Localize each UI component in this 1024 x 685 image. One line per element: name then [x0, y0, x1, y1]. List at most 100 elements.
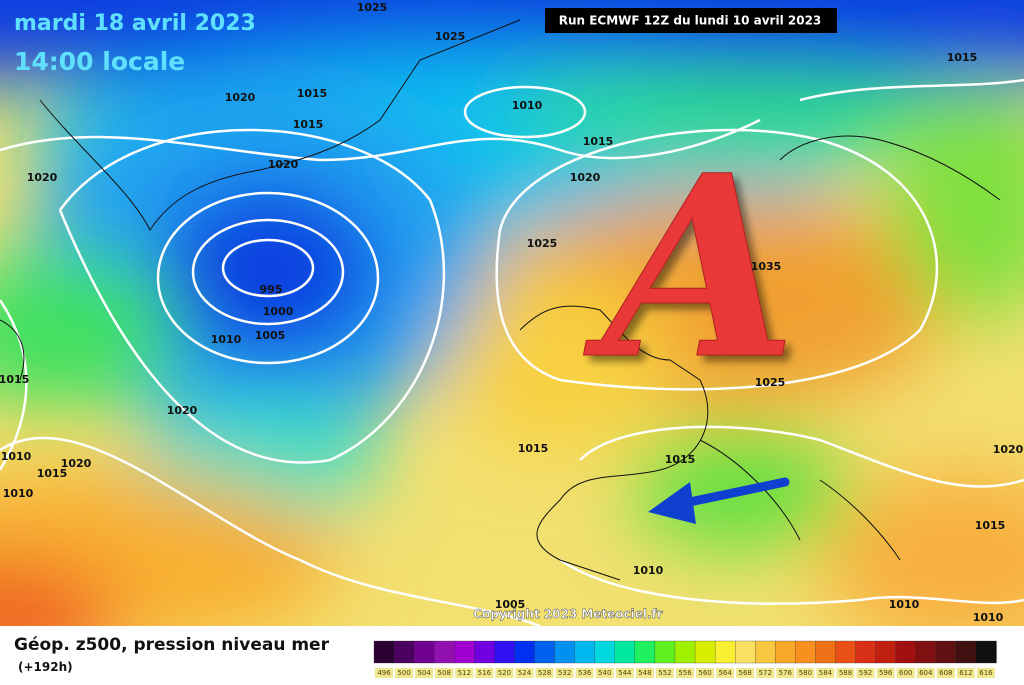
colorbar-label: 500 — [397, 669, 410, 677]
colorbar-label-bg — [415, 668, 434, 678]
isobar-label: 1015 — [293, 118, 324, 131]
colorbar-label: 564 — [718, 669, 732, 677]
colorbar-swatch — [935, 640, 957, 664]
colorbar-swatch — [574, 640, 596, 664]
isobar-label: 1015 — [583, 135, 614, 148]
colorbar-label: 596 — [879, 669, 893, 677]
colorbar-label-bg — [675, 668, 695, 678]
colorbar-label-bg — [816, 668, 835, 678]
colorbar-label: 572 — [759, 669, 772, 677]
colorbar-label: 592 — [859, 669, 872, 677]
isobar-label: 1015 — [518, 442, 549, 455]
coastlines — [0, 19, 1001, 581]
colorbar-swatch — [815, 640, 837, 664]
colorbar-swatch — [393, 640, 415, 664]
isobar-label: 1020 — [993, 443, 1024, 456]
colorbar-label: 616 — [979, 669, 993, 677]
colorbar-label-bg — [916, 668, 935, 678]
legend-title: Géop. z500, pression niveau mer — [14, 635, 330, 655]
isobar-label: 1015 — [975, 519, 1006, 532]
colorbar-swatch — [654, 640, 676, 664]
colorbar-label-bg — [976, 668, 995, 678]
colorbar-label: 528 — [538, 669, 551, 677]
isobar-label: 1025 — [755, 376, 786, 389]
colorbar-label: 540 — [598, 669, 611, 677]
colorbar-label: 600 — [899, 669, 912, 677]
colorbar-label: 580 — [799, 669, 812, 677]
colorbar-swatch — [373, 640, 395, 664]
colorbar-swatch — [795, 640, 817, 664]
colorbar-swatch — [514, 640, 536, 664]
colorbar-label-bg — [776, 668, 795, 678]
isobar-label: 1025 — [435, 30, 466, 43]
isobar-label: 1020 — [61, 457, 92, 470]
isobar-lines — [0, 78, 1024, 626]
colorbar-swatch — [915, 640, 937, 664]
isobar-label: 1005 — [255, 329, 286, 342]
colorbar-label: 532 — [558, 669, 571, 677]
colorbar-label-bg — [475, 668, 494, 678]
colorbar-label-bg — [756, 668, 775, 678]
run-info: Run ECMWF 12Z du lundi 10 avril 2023 — [559, 14, 822, 28]
colorbar-label-bg — [896, 668, 915, 678]
isobar-label: 1010 — [973, 611, 1004, 624]
colorbar-label-bg — [876, 668, 895, 678]
colorbar-swatch — [534, 640, 556, 664]
isobar-label: 1020 — [268, 158, 299, 171]
colorbar-label-bg — [595, 668, 614, 678]
colorbar-label: 568 — [739, 669, 752, 677]
colorbar-label-bg — [535, 668, 554, 678]
colorbar-swatch — [955, 640, 977, 664]
colorbar-label: 604 — [919, 669, 933, 677]
colorbar-label: 520 — [498, 669, 511, 677]
isobar-label: 1020 — [27, 171, 58, 184]
isobar-label: 995 — [260, 283, 283, 296]
colorbar-label-bg — [736, 668, 755, 678]
isobar-label: 1000 — [263, 305, 294, 318]
isobar-label: 1015 — [665, 453, 696, 466]
isobar-label: 1035 — [751, 260, 782, 273]
colorbar-swatch — [694, 640, 716, 664]
colorbar-swatch — [434, 640, 455, 664]
colorbar-label-bg — [936, 668, 955, 678]
colorbar-label-bg — [655, 668, 674, 678]
copyright: Copyright 2023 Meteociel.fr — [473, 607, 663, 621]
colorbar-label: 552 — [658, 669, 671, 677]
colorbar-label-bg — [615, 668, 634, 678]
colorbar-swatch — [755, 640, 776, 664]
colorbar-label: 536 — [578, 669, 592, 677]
isobar-label: 1015 — [37, 467, 68, 480]
isobar-label: 1020 — [225, 91, 256, 104]
colorbar-swatch — [634, 640, 656, 664]
isobar-label: 1020 — [167, 404, 198, 417]
colorbar-swatch — [975, 640, 997, 664]
colorbar-swatch — [775, 640, 797, 664]
isobar-label: 1010 — [1, 450, 32, 463]
colorbar-label: 560 — [698, 669, 711, 677]
isobar-label: 1010 — [889, 598, 920, 611]
isobar-label: 1025 — [357, 1, 388, 14]
colorbar-label-bg — [555, 668, 574, 678]
isobar-label: 1010 — [512, 99, 543, 112]
colorbar-swatch — [554, 640, 576, 664]
isobar-label: 1010 — [633, 564, 664, 577]
trajectory-arrow — [648, 477, 790, 524]
colorbar-swatch — [474, 640, 496, 664]
colorbar-swatch — [895, 640, 917, 664]
colorbar-swatch — [674, 640, 696, 664]
colorbar-swatch — [454, 640, 475, 664]
isobar-label: 1020 — [570, 171, 601, 184]
colorbar: 496 500 504 508 512 516 520 524 528 532 536 540 544 5… — [373, 640, 997, 678]
colorbar-label: 612 — [959, 669, 972, 677]
colorbar-label: 504 — [417, 669, 431, 677]
colorbar-swatch — [855, 640, 877, 664]
colorbar-label-bg — [575, 668, 594, 678]
forecast-date: mardi 18 avril 2023 — [14, 11, 256, 36]
colorbar-label-bg — [635, 668, 654, 678]
colorbar-label: 496 — [377, 669, 391, 677]
colorbar-label: 584 — [819, 669, 833, 677]
isobar-label: 1015 — [297, 87, 328, 100]
